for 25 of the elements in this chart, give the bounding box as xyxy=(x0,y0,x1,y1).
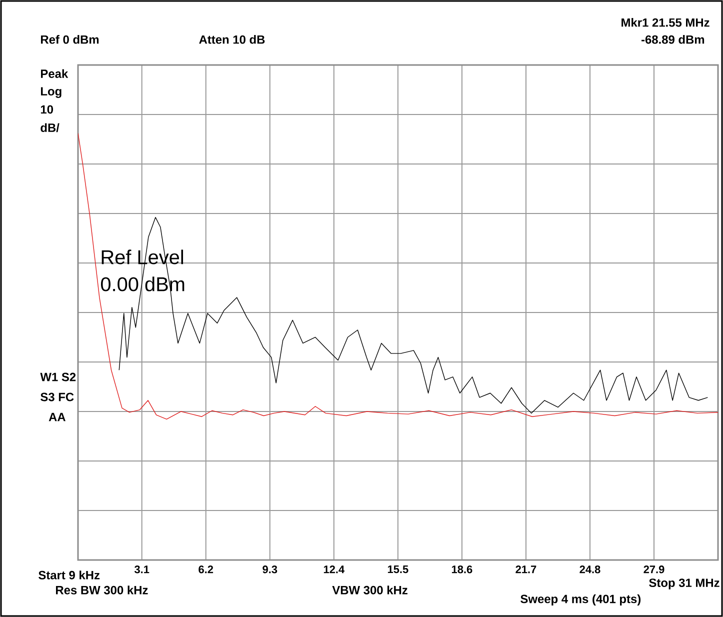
text: VBW 300 kHz xyxy=(332,586,408,594)
text: AA xyxy=(48,412,66,422)
x-tick-label: 3.1 xyxy=(134,566,150,574)
text: -68.89 dBm xyxy=(641,35,704,44)
x-tick-label: 27.9 xyxy=(644,566,664,574)
x-tick-label: 18.6 xyxy=(452,566,472,574)
text: Atten 10 dB xyxy=(199,35,265,44)
x-tick-label: 6.2 xyxy=(198,566,214,574)
x-tick-label: 24.8 xyxy=(580,566,600,574)
text: Stop 31 MHz xyxy=(649,578,720,590)
text: W1 S2 xyxy=(40,372,76,382)
text: Ref 0 dBm xyxy=(41,35,99,44)
text: Sweep 4 ms (401 pts) xyxy=(520,594,641,606)
text: 10 xyxy=(40,105,54,114)
x-tick-label: 9.3 xyxy=(262,566,278,574)
text: Res BW 300 kHz xyxy=(56,586,148,594)
x-tick-label: 15.5 xyxy=(388,566,408,574)
text: Start 9 kHz xyxy=(38,570,100,580)
text: S3 FC xyxy=(40,392,74,402)
text: dB/ xyxy=(40,123,60,132)
x-tick-label: 21.7 xyxy=(516,566,536,574)
text: Mkr1 21.55 MHz xyxy=(622,18,710,27)
text: Peak xyxy=(41,69,68,78)
text: Log xyxy=(41,87,62,98)
x-tick-label: 12.4 xyxy=(324,566,344,574)
